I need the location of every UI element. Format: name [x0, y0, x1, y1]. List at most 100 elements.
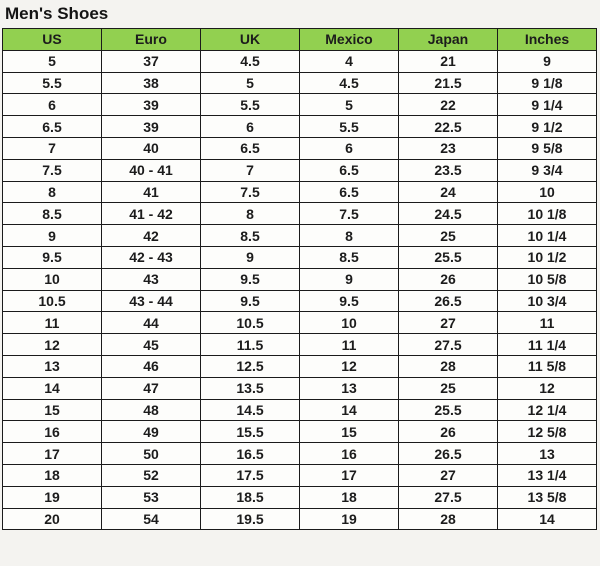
- table-cell: 16.5: [200, 442, 300, 465]
- table-cell: 22: [398, 93, 498, 117]
- table-cell: 12: [299, 354, 399, 378]
- table-cell: 5: [299, 93, 399, 117]
- table-cell: 9: [2, 224, 102, 247]
- table-cell: 8: [299, 224, 399, 247]
- table-cell: 5.5: [299, 115, 399, 138]
- table-cell: 9.5: [2, 245, 102, 269]
- table-cell: 10.5: [2, 289, 102, 313]
- table-cell: 11: [497, 311, 597, 335]
- table-cell: 44: [101, 311, 201, 335]
- column-header-japan: Japan: [398, 28, 498, 51]
- table-row: 10 43 9.5 9 26 10 5/8: [2, 267, 597, 291]
- table-cell: 6: [299, 136, 399, 160]
- table-cell: 27.5: [398, 485, 498, 509]
- table-cell: 12.5: [200, 354, 300, 378]
- table-cell: 11 5/8: [497, 354, 597, 378]
- table-cell: 25.5: [398, 398, 498, 422]
- table-row: 9 42 8.5 8 25 10 1/4: [2, 224, 597, 247]
- table-row: 18 52 17.5 17 27 13 1/4: [2, 463, 597, 487]
- table-row: 6.5 39 6 5.5 22.5 9 1/2: [2, 115, 597, 138]
- table-cell: 23.5: [398, 158, 498, 182]
- table-row: 8 41 7.5 6.5 24 10: [2, 180, 597, 204]
- table-cell: 9.5: [200, 267, 300, 291]
- table-cell: 7: [2, 136, 102, 160]
- table-cell: 42 - 43: [101, 245, 201, 269]
- table-cell: 12: [497, 376, 597, 400]
- table-cell: 13: [2, 354, 102, 378]
- table-cell: 47: [101, 376, 201, 400]
- table-cell: 12 1/4: [497, 398, 597, 422]
- table-row: 6 39 5.5 5 22 9 1/4: [2, 93, 597, 117]
- table-cell: 5: [200, 71, 300, 95]
- table-cell: 9.5: [299, 289, 399, 313]
- table-cell: 14: [299, 398, 399, 422]
- table-cell: 9.5: [200, 289, 300, 313]
- table-cell: 43 - 44: [101, 289, 201, 313]
- table-row: 17 50 16.5 16 26.5 13: [2, 442, 597, 465]
- table-cell: 9 1/2: [497, 115, 597, 138]
- table-cell: 16: [2, 420, 102, 444]
- table-cell: 23: [398, 136, 498, 160]
- table-cell: 24: [398, 180, 498, 204]
- table-cell: 5: [2, 49, 102, 73]
- table-cell: 39: [101, 115, 201, 138]
- table-row: 16 49 15.5 15 26 12 5/8: [2, 420, 597, 444]
- table-cell: 8: [200, 202, 300, 226]
- table-row: 19 53 18.5 18 27.5 13 5/8: [2, 485, 597, 509]
- table-cell: 7.5: [2, 158, 102, 182]
- table-cell: 41: [101, 180, 201, 204]
- table-cell: 22.5: [398, 115, 498, 138]
- table-cell: 54: [101, 507, 201, 531]
- table-cell: 38: [101, 71, 201, 95]
- table-cell: 37: [101, 49, 201, 73]
- table-cell: 8.5: [299, 245, 399, 269]
- table-cell: 42: [101, 224, 201, 247]
- table-cell: 20: [2, 507, 102, 531]
- table-cell: 52: [101, 463, 201, 487]
- table-cell: 9: [497, 49, 597, 73]
- table-row: 8.5 41 - 42 8 7.5 24.5 10 1/8: [2, 202, 597, 226]
- table-cell: 4.5: [299, 71, 399, 95]
- table-cell: 11 1/4: [497, 333, 597, 356]
- shoe-size-conversion-table: US Euro UK Mexico Japan Inches 5 37 4.5 4 21 9 5.5 3…: [2, 28, 597, 531]
- table-cell: 8: [2, 180, 102, 204]
- table-cell: 17: [299, 463, 399, 487]
- table-cell: 21.5: [398, 71, 498, 95]
- table-cell: 10 1/8: [497, 202, 597, 226]
- column-header-euro: Euro: [101, 28, 201, 51]
- table-row: 11 44 10.5 10 27 11: [2, 311, 597, 335]
- table-cell: 41 - 42: [101, 202, 201, 226]
- table-cell: 24.5: [398, 202, 498, 226]
- table-cell: 50: [101, 442, 201, 465]
- table-cell: 6.5: [299, 180, 399, 204]
- table-cell: 10.5: [200, 311, 300, 335]
- table-row: 7.5 40 - 41 7 6.5 23.5 9 3/4: [2, 158, 597, 182]
- table-cell: 13 1/4: [497, 463, 597, 487]
- table-cell: 10 1/2: [497, 245, 597, 269]
- table-cell: 48: [101, 398, 201, 422]
- table-row: 5 37 4.5 4 21 9: [2, 49, 597, 73]
- table-cell: 12 5/8: [497, 420, 597, 444]
- table-cell: 45: [101, 333, 201, 356]
- table-cell: 18.5: [200, 485, 300, 509]
- table-cell: 10 3/4: [497, 289, 597, 313]
- table-cell: 7.5: [299, 202, 399, 226]
- table-cell: 15.5: [200, 420, 300, 444]
- table-cell: 15: [2, 398, 102, 422]
- table-cell: 25.5: [398, 245, 498, 269]
- table-cell: 40 - 41: [101, 158, 201, 182]
- table-cell: 13.5: [200, 376, 300, 400]
- table-cell: 9 3/4: [497, 158, 597, 182]
- table-cell: 9 1/4: [497, 93, 597, 117]
- table-row: 7 40 6.5 6 23 9 5/8: [2, 136, 597, 160]
- table-cell: 27.5: [398, 333, 498, 356]
- table-cell: 11.5: [200, 333, 300, 356]
- table-body: 5 37 4.5 4 21 9 5.5 38 5 4.5 21.5 9 1/8 6 39 5.5 5 22 9 1…: [2, 49, 597, 531]
- table-cell: 6.5: [200, 136, 300, 160]
- table-cell: 9: [299, 267, 399, 291]
- table-cell: 5.5: [2, 71, 102, 95]
- table-cell: 5.5: [200, 93, 300, 117]
- table-cell: 14: [2, 376, 102, 400]
- table-cell: 46: [101, 354, 201, 378]
- table-cell: 19.5: [200, 507, 300, 531]
